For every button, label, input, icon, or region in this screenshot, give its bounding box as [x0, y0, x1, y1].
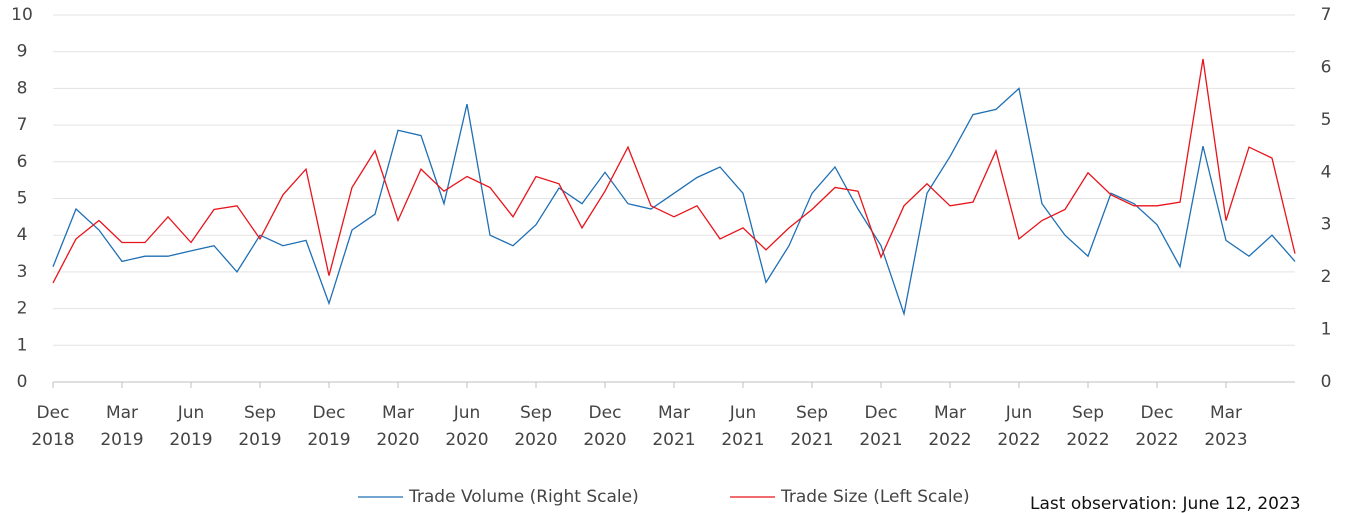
legend-label: Trade Size (Left Scale) [780, 487, 970, 507]
x-tick-label: Dec 2018 [31, 403, 75, 450]
y-tick-label: 1 [17, 335, 28, 355]
y-tick-label: 7 [17, 115, 28, 135]
legend-label: Trade Volume (Right Scale) [408, 487, 639, 507]
y-tick-label: 9 [17, 42, 28, 62]
y2-tick-label: 6 [1321, 57, 1332, 77]
y-tick-label: 5 [17, 189, 28, 209]
x-tick-label: Jun 2020 [445, 403, 489, 450]
x-tick-label: Dec 2019 [307, 403, 351, 450]
data-line [52, 58, 1296, 284]
x-tick-label: Dec 2022 [1135, 403, 1179, 450]
y-tick-label: 4 [17, 225, 28, 245]
x-tick-label: Sep 2019 [238, 403, 282, 450]
y2-tick-label: 2 [1321, 267, 1332, 287]
x-tick-label: Jun 2021 [721, 403, 765, 450]
x-tick-label: Jun 2022 [997, 403, 1041, 450]
y2-tick-label: 0 [1321, 372, 1332, 392]
y2-tick-label: 4 [1321, 162, 1332, 182]
x-tick-label: Mar 2022 [928, 403, 972, 450]
y-tick-label: 6 [17, 152, 28, 172]
data-line [52, 87, 1296, 317]
y2-tick-label: 5 [1321, 110, 1332, 130]
x-tick-label: Mar 2019 [100, 403, 144, 450]
x-tick-label: Sep 2021 [790, 403, 834, 450]
y-tick-label: 8 [17, 78, 28, 98]
x-tick-label: Mar 2020 [376, 403, 420, 450]
y2-tick-label: 3 [1321, 215, 1332, 235]
x-tick-label: Mar 2021 [652, 403, 696, 450]
y-tick-label: 10 [11, 5, 33, 25]
y-tick-label: 0 [17, 372, 28, 392]
x-tick-label: Sep 2022 [1066, 403, 1110, 450]
x-tick-label: Jun 2019 [169, 403, 213, 450]
y-tick-label: 3 [17, 262, 28, 282]
x-tick-label: Dec 2020 [583, 403, 627, 450]
y-tick-label: 2 [17, 299, 28, 319]
y2-tick-label: 1 [1321, 320, 1332, 340]
y2-tick-label: 7 [1321, 5, 1332, 25]
annotation: Last observation: June 12, 2023 [1030, 494, 1301, 513]
x-tick-label: Mar 2023 [1204, 403, 1248, 450]
x-tick-label: Dec 2021 [859, 403, 903, 450]
x-tick-label: Sep 2020 [514, 403, 558, 450]
